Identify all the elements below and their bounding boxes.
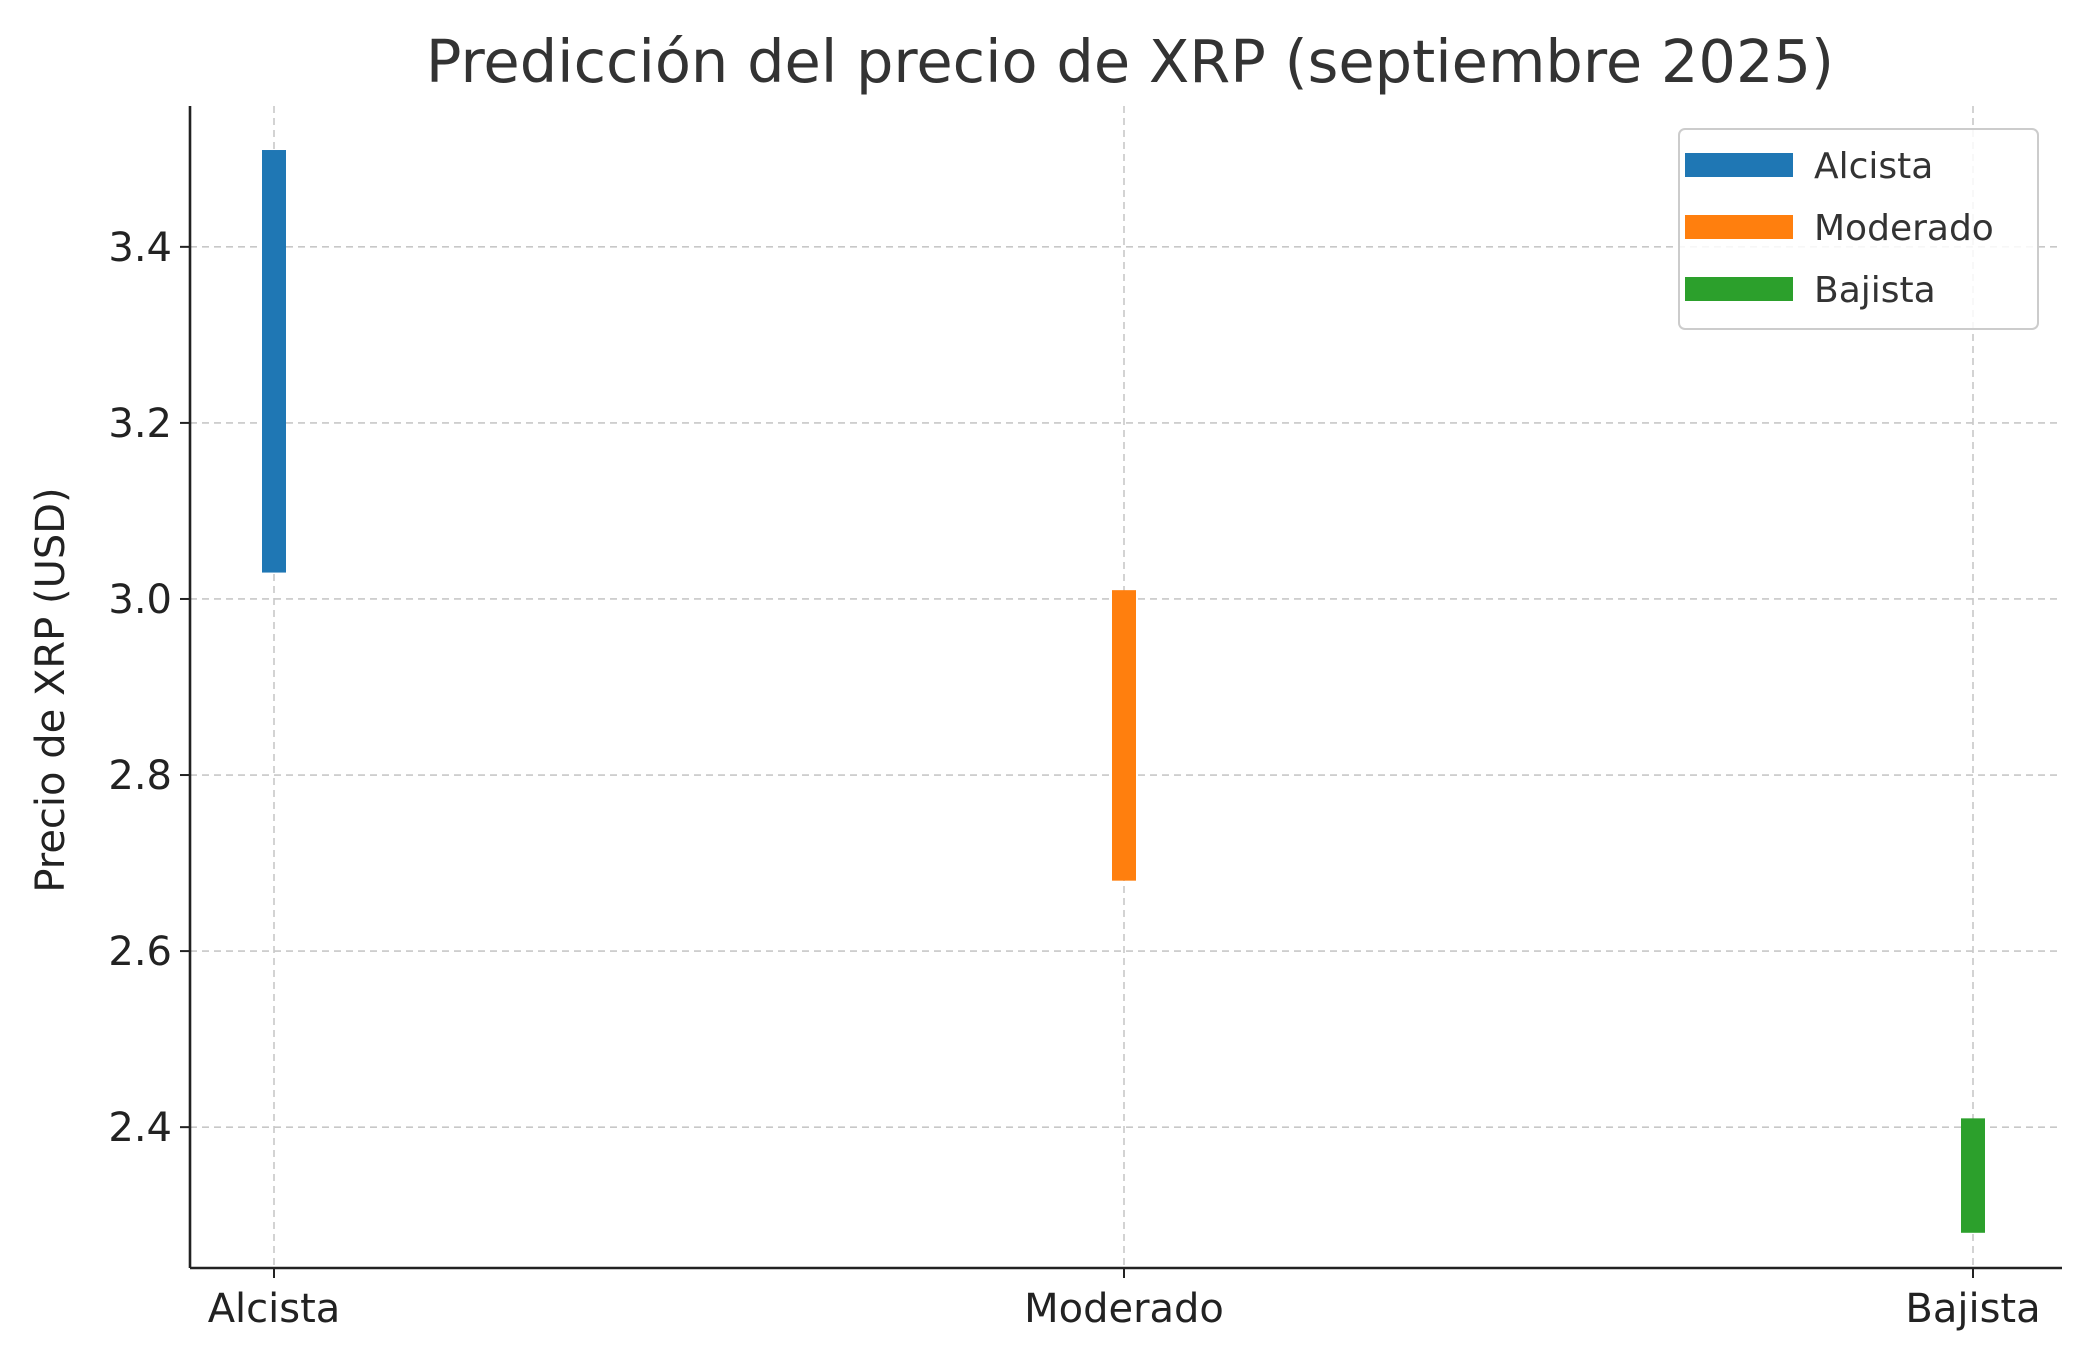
legend-label: Alcista [1814,146,1933,187]
bars [262,150,1985,1233]
axes [180,106,2062,1278]
legend-label: Bajista [1814,270,1936,311]
tick-labels: 2.4 2.6 2.8 3.0 3.2 3.4 Alcista Moderado Bajista [108,225,2040,1332]
x-tick-label: Alcista [208,1286,341,1332]
bar-alcista [262,150,286,573]
y-axis-label: Precio de XRP (USD) [28,487,74,892]
chart-title: Predicción del precio de XRP (septiembre… [426,27,1834,96]
y-tick-label: 3.2 [108,401,172,447]
legend-swatch [1685,277,1793,301]
legend-swatch [1685,153,1793,177]
legend-label: Moderado [1814,208,1994,249]
y-tick-label: 2.8 [108,753,172,799]
y-tick-label: 2.6 [108,929,172,975]
bar-bajista [1961,1118,1985,1233]
x-tick-label: Moderado [1024,1286,1224,1332]
legend-swatch [1685,215,1793,239]
y-tick-label: 3.0 [108,577,172,623]
y-tick-label: 3.4 [108,225,172,271]
legend: Alcista Moderado Bajista [1678,128,2039,330]
bar-moderado [1112,590,1136,881]
y-tick-label: 2.4 [108,1105,172,1151]
x-tick-label: Bajista [1905,1286,2040,1332]
